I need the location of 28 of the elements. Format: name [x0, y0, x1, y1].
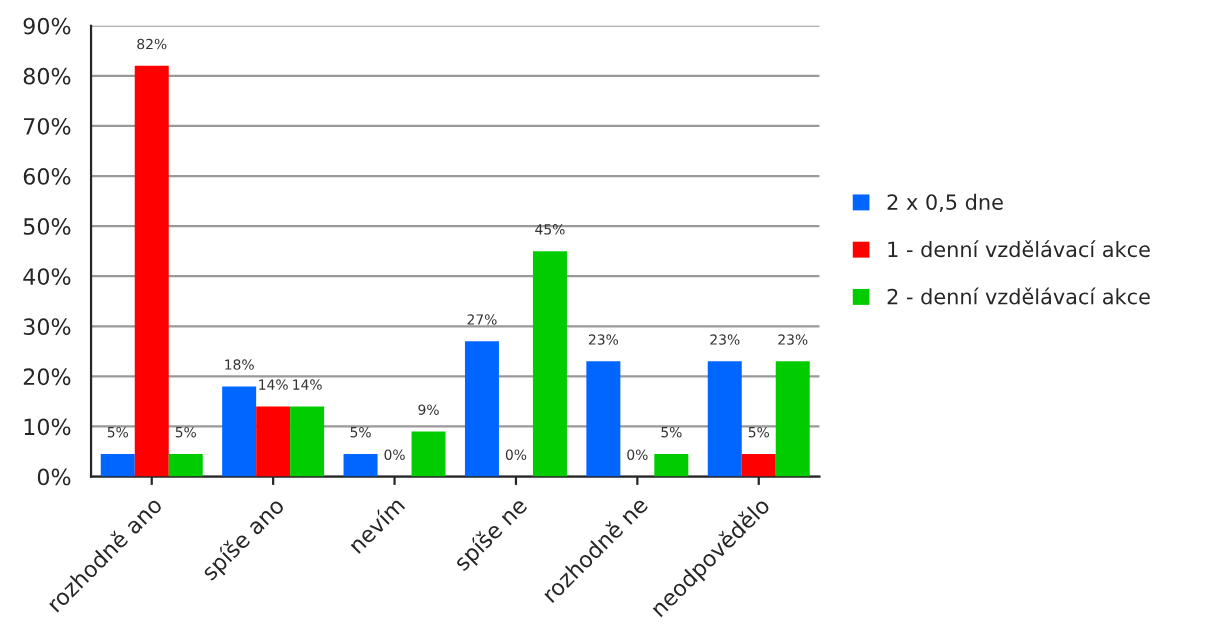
bar [532, 251, 567, 477]
bar [222, 386, 257, 477]
y-tick-label: 70% [24, 117, 71, 135]
bar [290, 406, 325, 477]
bar [707, 361, 742, 477]
y-tick-label: 90% [23, 17, 71, 35]
y-tick-label: 60% [23, 167, 71, 185]
bar [654, 454, 689, 477]
legend-label: 2 x 0,5 dne [887, 193, 1003, 213]
y-tick-label: 0% [37, 468, 71, 486]
bar [134, 65, 169, 477]
legend-label: 1 - denní vzdělávací akce [888, 240, 1150, 258]
bar [343, 454, 378, 477]
bar [741, 454, 776, 477]
y-tick-label: 40% [23, 268, 71, 285]
bar [256, 406, 291, 477]
y-tick-label: 80% [23, 67, 71, 85]
bar [775, 361, 810, 477]
y-tick-label: 10% [24, 418, 71, 436]
bar [586, 361, 621, 477]
bar [100, 454, 135, 477]
y-tick-label: 30% [23, 318, 71, 336]
bar [168, 454, 203, 477]
legend-label: 2 - denní vzdělávací akce [887, 287, 1150, 305]
bar [464, 341, 499, 477]
y-tick-label: 50% [23, 218, 71, 235]
y-tick-label: 20% [23, 368, 71, 386]
bar [411, 431, 446, 477]
